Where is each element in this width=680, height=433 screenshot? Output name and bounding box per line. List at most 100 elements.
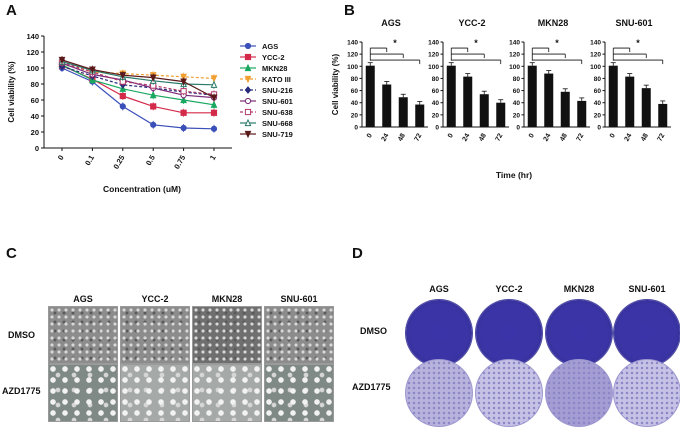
a-y-tick-label: 40 xyxy=(31,112,39,121)
a-data-point xyxy=(119,103,126,110)
a-series-line xyxy=(61,62,215,99)
b-y-tick-label: 80 xyxy=(351,76,359,83)
panel-d-col-label: MKN28 xyxy=(563,284,595,294)
a-data-point xyxy=(180,95,187,104)
a-x-tick-label: 0.25 xyxy=(111,154,126,171)
a-data-point xyxy=(210,100,218,108)
a-legend-label: AGS xyxy=(262,42,278,51)
a-y-tick-label: 100 xyxy=(26,64,39,73)
a-data-point xyxy=(150,121,157,128)
panel-d-row-label: DMSO xyxy=(360,326,387,336)
a-data-point xyxy=(58,56,66,65)
a-legend-marker xyxy=(244,130,252,139)
panel-d-col-label: AGS xyxy=(429,284,449,294)
b-bar xyxy=(560,91,570,127)
a-y-tick-label: 60 xyxy=(31,96,39,105)
a-y-tick-label: 0 xyxy=(35,144,39,153)
b-group-title: YCC-2 xyxy=(458,18,485,28)
b-x-tick-label: 0 xyxy=(528,132,536,139)
b-y-tick-label: 140 xyxy=(509,40,520,47)
b-y-tick-label: 120 xyxy=(590,52,601,59)
panel-c-col-label: YCC-2 xyxy=(141,294,169,304)
b-group-title: AGS xyxy=(381,18,401,28)
a-series-line xyxy=(61,61,215,86)
a-x-tick-label: 1 xyxy=(208,154,218,162)
b-bar xyxy=(382,84,392,127)
b-y-tick-label: 0 xyxy=(354,125,358,132)
a-data-point xyxy=(180,78,187,86)
a-legend-label: SNU-216 xyxy=(262,86,293,95)
b-y-tick-label: 80 xyxy=(513,76,521,83)
a-legend-marker xyxy=(244,42,252,50)
b-y-tick-label: 140 xyxy=(347,40,358,47)
micrograph-snu601-azd1775 xyxy=(264,364,334,422)
b-y-tick-label: 100 xyxy=(509,64,520,71)
b-y-tick-label: 40 xyxy=(594,100,602,107)
a-data-point xyxy=(180,88,187,95)
b-x-tick-label: 72 xyxy=(414,132,424,142)
b-bar xyxy=(527,65,537,127)
panel-letter-d: D xyxy=(352,245,363,262)
a-y-tick-label: 120 xyxy=(26,48,39,57)
a-data-point xyxy=(149,90,157,99)
b-y-tick-label: 0 xyxy=(435,125,439,132)
a-legend-label: YCC-2 xyxy=(262,53,285,62)
b-y-axis-label: Cell viability (%) xyxy=(331,53,340,115)
b-significance-star: * xyxy=(474,38,478,48)
a-series-line xyxy=(61,65,215,96)
b-bar xyxy=(608,65,618,127)
panel-letter-a: A xyxy=(6,2,17,19)
micrograph-mkn28-azd1775 xyxy=(192,364,262,422)
plate-snu601-dmso xyxy=(614,300,680,366)
b-x-tick-label: 48 xyxy=(559,132,569,142)
a-legend-marker xyxy=(244,97,252,105)
b-y-tick-label: 80 xyxy=(432,76,440,83)
b-y-tick-label: 120 xyxy=(428,52,439,59)
micrograph-snu601-dmso xyxy=(264,306,334,364)
a-legend-label: SNU-601 xyxy=(262,97,293,106)
a-data-point xyxy=(149,74,157,82)
b-group-title: SNU-601 xyxy=(615,18,652,28)
a-data-point xyxy=(180,109,187,116)
a-legend-label: SNU-719 xyxy=(262,130,293,139)
a-data-point xyxy=(210,109,218,116)
b-x-tick-label: 48 xyxy=(640,132,650,142)
b-y-tick-label: 0 xyxy=(597,125,601,132)
a-data-point xyxy=(210,94,218,102)
plate-snu601-azd1775 xyxy=(614,360,680,426)
b-y-tick-label: 100 xyxy=(590,64,601,71)
b-x-tick-label: 24 xyxy=(381,132,391,142)
a-data-point xyxy=(210,125,218,132)
b-bar xyxy=(544,73,554,127)
a-legend-marker xyxy=(244,86,252,94)
panel-c-row-label: DMSO xyxy=(8,330,35,340)
b-y-tick-label: 140 xyxy=(590,40,601,47)
b-x-tick-label: 48 xyxy=(397,132,407,142)
panel-c-col-label: SNU-601 xyxy=(280,294,318,304)
panel-d-col-label: SNU-601 xyxy=(628,284,666,294)
plate-ags-azd1775 xyxy=(406,360,472,426)
b-bar xyxy=(625,76,635,127)
b-y-tick-label: 60 xyxy=(513,88,521,95)
a-data-point xyxy=(150,103,157,110)
a-legend-label: MKN28 xyxy=(262,64,287,73)
a-series-line xyxy=(61,67,215,130)
a-y-tick-label: 140 xyxy=(26,32,39,41)
b-y-tick-label: 120 xyxy=(347,52,358,59)
b-bar xyxy=(365,65,375,127)
b-x-tick-label: 24 xyxy=(624,132,634,142)
micrograph-ags-azd1775 xyxy=(48,364,118,422)
b-y-tick-label: 20 xyxy=(351,112,359,119)
b-bar xyxy=(641,88,651,127)
b-bar xyxy=(463,76,473,127)
b-bar xyxy=(496,102,506,127)
b-y-tick-label: 20 xyxy=(594,112,602,119)
panel-c-col-label: AGS xyxy=(73,294,93,304)
panel-letter-b: B xyxy=(344,2,355,19)
b-y-tick-label: 0 xyxy=(516,125,520,132)
a-x-tick-label: 0.5 xyxy=(144,154,157,168)
b-y-tick-label: 40 xyxy=(351,100,359,107)
plate-ags-dmso xyxy=(406,300,472,366)
a-legend-marker xyxy=(244,75,252,84)
